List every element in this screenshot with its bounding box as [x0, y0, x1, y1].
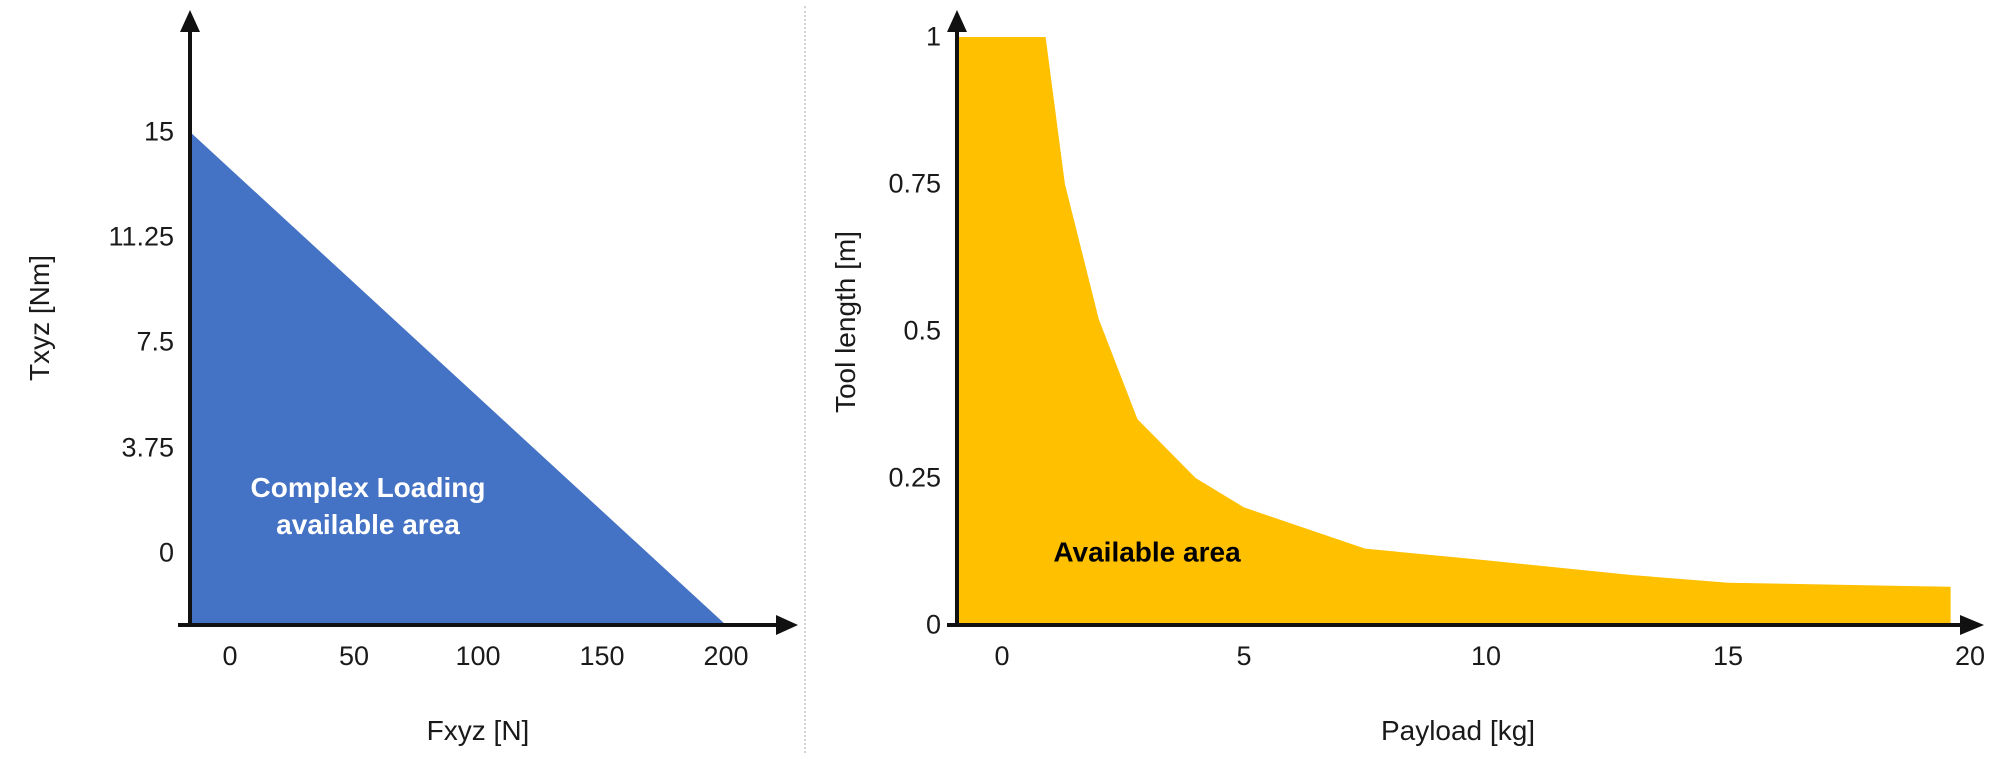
complex-loading-x-tick-0: 0 — [222, 641, 238, 671]
payload-area-label-line1: Available area — [1053, 536, 1241, 568]
payload-tool-length-filled-area — [957, 37, 1951, 625]
complex-loading-x-tick-100: 100 — [455, 641, 501, 671]
payload-tool-length-x-tick-10: 10 — [1470, 641, 1502, 671]
complex-loading-x-axis-arrow-icon — [776, 615, 798, 635]
payload-tool-length-y-tick-0.75: 0.75 — [888, 168, 941, 199]
payload-tool-length-x-tick-20: 20 — [1954, 641, 1986, 671]
payload-tool-length-y-tick-1: 1 — [925, 21, 941, 52]
complex-loading-area-label-line2: available area — [276, 509, 460, 540]
payload-tool-length-x-tick-0: 0 — [994, 641, 1010, 671]
payload-x-axis-title: Payload [kg] — [1380, 715, 1536, 746]
complex-loading-area-label-line1: Complex Loading — [250, 472, 486, 504]
complex-loading-filled-area — [190, 131, 726, 625]
payload-tool-length-y-tick-0.5: 0.5 — [903, 315, 941, 346]
payload-area-label: Available area — [1053, 535, 1240, 572]
complex-loading-y-tick-3.75: 3.75 — [121, 432, 174, 463]
payload-tool-length-y-tick-0: 0 — [925, 609, 941, 640]
panel-divider — [804, 6, 806, 753]
complex-loading-y-tick-7.5: 7.5 — [136, 326, 174, 357]
payload-tool-length-x-tick-5: 5 — [1236, 641, 1252, 671]
complex-loading-y-axis-title: Txyz [Nm] — [24, 255, 55, 381]
complex-loading-x-axis-title: Fxyz [N] — [426, 715, 530, 746]
payload-tool-length-y-axis-arrow-icon — [947, 10, 967, 32]
complex-loading-x-tick-150: 150 — [579, 641, 625, 671]
complex-loading-y-tick-11.25: 11.25 — [108, 221, 174, 252]
payload-tool-length-x-tick-15: 15 — [1712, 641, 1744, 671]
complex-loading-y-tick-0: 0 — [158, 537, 174, 568]
payload-tool-length-x-axis-arrow-icon — [1960, 615, 1984, 635]
payload-tool-length-y-tick-0.25: 0.25 — [888, 462, 941, 493]
complex-loading-area-label: Complex Loading available area — [251, 470, 486, 544]
complex-loading-y-axis-arrow-icon — [180, 10, 200, 32]
complex-loading-x-tick-200: 200 — [703, 641, 749, 671]
payload-y-axis-title: Tool length [m] — [830, 230, 861, 414]
complex-loading-y-tick-15: 15 — [143, 116, 174, 147]
complex-loading-x-tick-50: 50 — [338, 641, 370, 671]
